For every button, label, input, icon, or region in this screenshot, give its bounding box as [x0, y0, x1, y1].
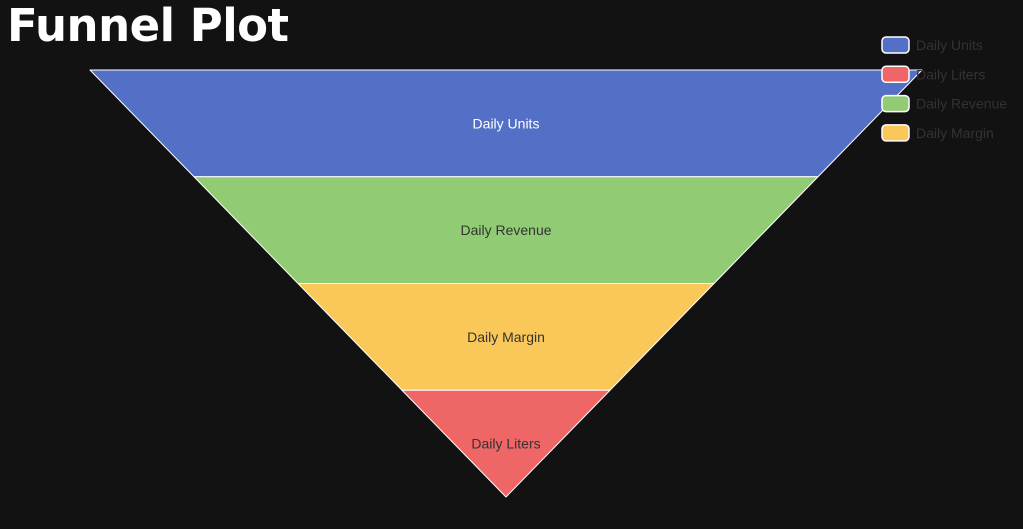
- legend-swatch-daily-liters: [881, 65, 910, 84]
- funnel-label-daily-liters: Daily Liters: [471, 436, 540, 452]
- legend-item-daily-liters[interactable]: Daily Liters: [881, 65, 985, 84]
- legend-swatch-daily-units: [881, 36, 910, 54]
- funnel-label-daily-units: Daily Units: [473, 115, 540, 131]
- funnel-label-daily-margin: Daily Margin: [467, 329, 545, 345]
- legend-swatch-daily-margin: [881, 124, 910, 142]
- legend-item-daily-units[interactable]: Daily Units: [881, 36, 983, 54]
- legend-label-daily-revenue: Daily Revenue: [916, 96, 1007, 112]
- legend-swatch-daily-revenue: [881, 94, 910, 113]
- legend: Daily Units Daily Liters Daily Revenue Dail…: [881, 36, 1007, 142]
- funnel-area: Daily Units Daily Revenue Daily Margin Dail…: [89, 69, 923, 498]
- legend-label-daily-margin: Daily Margin: [916, 125, 994, 141]
- funnel-label-daily-revenue: Daily Revenue: [460, 222, 551, 238]
- funnel-segment-daily-liters[interactable]: [401, 389, 611, 498]
- legend-item-daily-margin[interactable]: Daily Margin: [881, 124, 994, 142]
- legend-label-daily-units: Daily Units: [916, 37, 983, 53]
- legend-label-daily-liters: Daily Liters: [916, 66, 985, 82]
- legend-item-daily-revenue[interactable]: Daily Revenue: [881, 94, 1007, 113]
- page-title: Funnel Plot: [7, 0, 289, 52]
